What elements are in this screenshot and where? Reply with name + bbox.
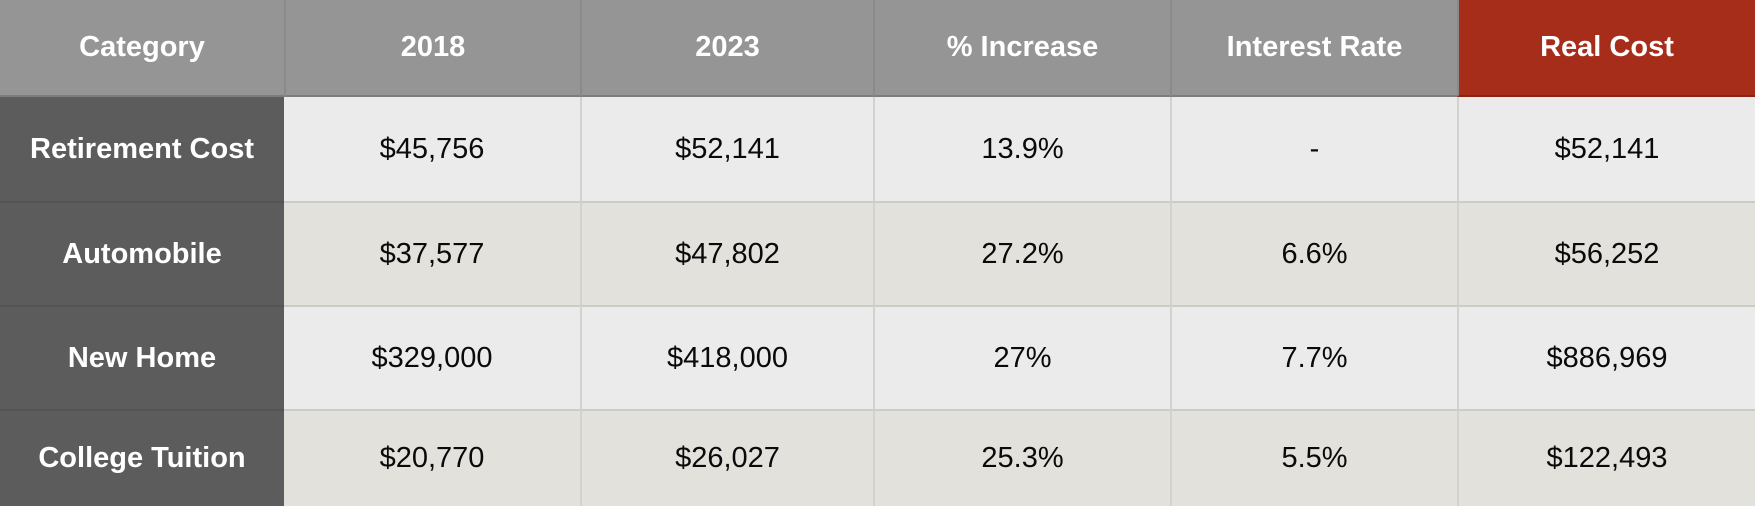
row-header-retirement-cost: Retirement Cost xyxy=(0,97,284,201)
column-header-2018: 2018 xyxy=(284,0,580,97)
column-header-2023: 2023 xyxy=(580,0,873,97)
column-header-interest-rate: Interest Rate xyxy=(1170,0,1457,97)
cell-new-home-2018: $329,000 xyxy=(284,305,580,409)
table-row-new-home: New Home $329,000 $418,000 27% 7.7% $886… xyxy=(0,305,1755,409)
cell-new-home-increase: 27% xyxy=(873,305,1170,409)
cell-retirement-interest: - xyxy=(1170,97,1457,201)
cell-automobile-2018: $37,577 xyxy=(284,201,580,305)
cell-automobile-real-cost: $56,252 xyxy=(1457,201,1755,305)
table-row-retirement-cost: Retirement Cost $45,756 $52,141 13.9% - … xyxy=(0,97,1755,201)
cell-new-home-2023: $418,000 xyxy=(580,305,873,409)
row-header-new-home: New Home xyxy=(0,305,284,409)
table-row-automobile: Automobile $37,577 $47,802 27.2% 6.6% $5… xyxy=(0,201,1755,305)
column-header-category: Category xyxy=(0,0,284,97)
table-row-college-tuition: College Tuition $20,770 $26,027 25.3% 5.… xyxy=(0,409,1755,506)
header-row: Category 2018 2023 % Increase Interest R… xyxy=(0,0,1755,97)
column-header-percent-increase: % Increase xyxy=(873,0,1170,97)
cell-automobile-interest: 6.6% xyxy=(1170,201,1457,305)
row-header-automobile: Automobile xyxy=(0,201,284,305)
cell-retirement-real-cost: $52,141 xyxy=(1457,97,1755,201)
cell-new-home-real-cost: $886,969 xyxy=(1457,305,1755,409)
cell-automobile-2023: $47,802 xyxy=(580,201,873,305)
cell-college-2018: $20,770 xyxy=(284,409,580,506)
cell-retirement-2023: $52,141 xyxy=(580,97,873,201)
cell-college-real-cost: $122,493 xyxy=(1457,409,1755,506)
cell-new-home-interest: 7.7% xyxy=(1170,305,1457,409)
column-header-real-cost: Real Cost xyxy=(1457,0,1755,97)
row-header-college-tuition: College Tuition xyxy=(0,409,284,506)
cell-college-increase: 25.3% xyxy=(873,409,1170,506)
cell-retirement-2018: $45,756 xyxy=(284,97,580,201)
cell-college-2023: $26,027 xyxy=(580,409,873,506)
cell-retirement-increase: 13.9% xyxy=(873,97,1170,201)
cell-automobile-increase: 27.2% xyxy=(873,201,1170,305)
cell-college-interest: 5.5% xyxy=(1170,409,1457,506)
